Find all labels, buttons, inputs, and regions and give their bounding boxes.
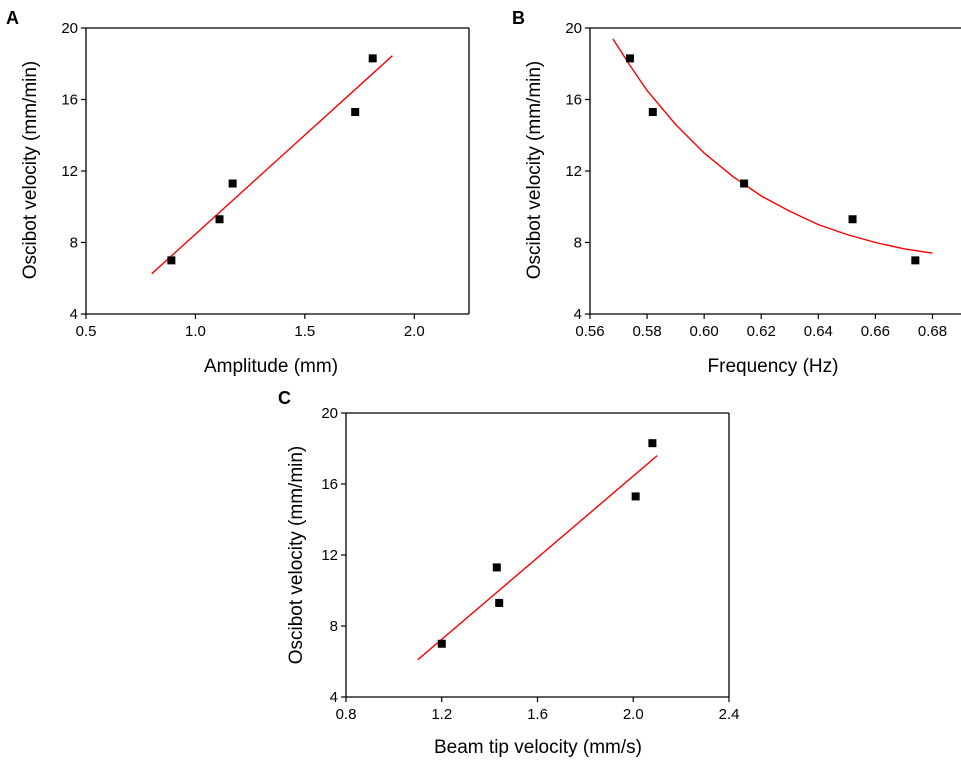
panel-b-data-point (911, 256, 920, 265)
panel-b-x-tick-label: 0.62 (747, 323, 776, 340)
panel-a-y-tick-label: 16 (61, 92, 78, 109)
panel-b: B 4 8 12 16 20 0.56 0.58 0.60 0.62 0.64 0.66 0.68 F… (512, 8, 961, 377)
panel-b-letter: B (512, 8, 525, 28)
panel-a-x-axis-title: Amplitude (mm) (204, 356, 338, 377)
panel-b-y-tick-label: 4 (574, 306, 582, 323)
panel-b-x-tick-label: 0.68 (918, 323, 947, 340)
panel-a-y-tick-label: 12 (61, 163, 78, 180)
panel-a-y-tick-label: 4 (70, 306, 78, 323)
panel-a-y-tick-label: 20 (61, 20, 78, 37)
panel-b-x-tick-label: 0.58 (632, 323, 661, 340)
panel-b-x-tick-label: 0.64 (804, 323, 833, 340)
panel-b-data-point (625, 54, 634, 63)
panel-c-x-axis-title: Beam tip velocity (mm/s) (434, 737, 642, 758)
panel-a-y-axis-title: Oscibot velocity (mm/min) (20, 61, 41, 280)
panel-a-plot-area: 4 8 12 16 20 0.5 1.0 1.5 2.0 (61, 20, 470, 340)
panel-a-x-tick-label: 0.5 (76, 323, 97, 340)
panel-c-y-tick-label: 20 (321, 405, 338, 422)
panel-b-y-tick-label: 8 (574, 235, 582, 252)
panel-a: A 4 8 12 16 20 0.5 1.0 1.5 2.0 Amplitude (mm) Os… (6, 8, 470, 377)
panel-c-y-tick-label: 4 (330, 689, 338, 706)
panel-a-data-point (351, 108, 360, 117)
panel-b-x-tick-label: 0.66 (861, 323, 890, 340)
panel-c-x-tick-label: 1.2 (431, 706, 452, 723)
panel-c-data-point (631, 492, 640, 501)
panel-a-fit-line (151, 55, 393, 275)
panel-c-data-point (492, 563, 501, 572)
panel-b-y-tick-label: 20 (565, 20, 582, 37)
panel-c-y-tick-label: 12 (321, 547, 338, 564)
panel-c-y-tick-label: 8 (330, 618, 338, 635)
panel-a-x-tick-label: 1.5 (294, 323, 315, 340)
panel-b-x-tick-label: 0.56 (575, 323, 604, 340)
panel-b-x-axis-title: Frequency (Hz) (708, 356, 839, 377)
panel-c: C 4 8 12 16 20 0.8 1.2 1.6 2.0 2.4 Beam tip veloc… (278, 388, 739, 758)
panel-c-letter: C (278, 388, 291, 408)
panel-b-x-tick-label: 0.60 (690, 323, 719, 340)
panel-c-data-point (648, 439, 657, 448)
panel-b-y-axis-title: Oscibot velocity (mm/min) (524, 61, 545, 280)
panel-b-y-tick-label: 12 (565, 163, 582, 180)
panel-c-y-tick-label: 16 (321, 476, 338, 493)
panel-a-data-point (215, 215, 224, 224)
panel-a-data-point (228, 179, 237, 188)
panel-c-data-point (437, 639, 446, 648)
panel-c-fit-line (417, 455, 658, 661)
panel-b-fit-line (612, 38, 933, 254)
panel-c-x-tick-label: 2.0 (623, 706, 644, 723)
panel-c-plot-area: 4 8 12 16 20 0.8 1.2 1.6 2.0 2.4 (321, 405, 739, 723)
panel-a-letter: A (6, 8, 19, 28)
panel-c-x-tick-label: 2.4 (719, 706, 740, 723)
panel-b-data-point (648, 108, 657, 117)
panel-a-x-tick-label: 2.0 (404, 323, 425, 340)
panel-a-data-point (368, 54, 377, 63)
panel-c-x-tick-label: 0.8 (336, 706, 357, 723)
panel-c-y-axis-title: Oscibot velocity (mm/min) (286, 446, 307, 665)
panel-a-x-tick-label: 1.0 (185, 323, 206, 340)
panel-b-data-point (848, 215, 857, 224)
panel-c-data-point (495, 598, 504, 607)
panel-b-plot-area: 4 8 12 16 20 0.56 0.58 0.60 0.62 0.64 0.66 0.68 (565, 20, 961, 340)
panel-a-y-tick-label: 8 (70, 235, 78, 252)
panel-b-y-tick-label: 16 (565, 92, 582, 109)
panel-a-data-point (167, 256, 176, 265)
panel-b-data-point (740, 179, 749, 188)
panel-c-x-tick-label: 1.6 (527, 706, 548, 723)
